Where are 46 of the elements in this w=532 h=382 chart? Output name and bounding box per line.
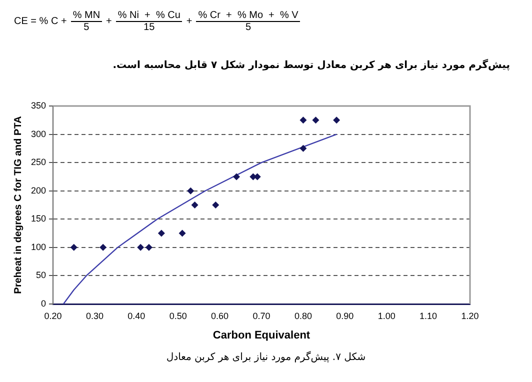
text: 5 [84, 22, 90, 33]
x-tick-label: 0.30 [86, 310, 104, 321]
text: % Ni + % Cu [116, 10, 182, 22]
y-tick-label: 350 [30, 100, 46, 110]
text: + [186, 16, 192, 27]
x-tick-label: 0.50 [169, 310, 187, 321]
x-tick-label: 0.70 [252, 310, 270, 321]
y-tick-label: 100 [30, 242, 46, 252]
text: % Cr + % Mo + % V [196, 10, 300, 22]
point [178, 230, 186, 237]
y-tick-label: 300 [30, 128, 46, 139]
x-axis-title: Carbon Equivalent [212, 329, 310, 342]
x-tick-label: 1.20 [461, 310, 479, 321]
x-tick-label: 0.40 [128, 310, 146, 321]
point [300, 116, 307, 124]
point [312, 116, 320, 124]
y-tick-label: 200 [30, 185, 46, 196]
point [145, 244, 152, 251]
text: پیش‌گرم مورد نیاز برای هر کربن معادل توسط نمودار شکل ۷ قابل محاسبه است. [112, 60, 510, 71]
y-tick-label: 0 [41, 298, 46, 308]
x-tick-label: 1.10 [420, 310, 438, 321]
x-tick-label: 0.60 [211, 310, 229, 321]
x-tick-label: 0.20 [44, 310, 62, 321]
point [191, 202, 198, 208]
point [187, 187, 194, 194]
y-axis-title: Preheat in degrees C for TIG and PTA [12, 116, 24, 294]
point [100, 244, 107, 251]
point [158, 230, 165, 237]
point [300, 144, 307, 152]
point [212, 202, 220, 208]
point [333, 116, 340, 124]
y-tick-label: 250 [30, 157, 46, 168]
x-tick-label: 1.00 [378, 310, 396, 321]
point [232, 173, 240, 180]
text: CE = % C + [14, 16, 67, 27]
text: 15 [144, 22, 155, 33]
x-tick-label: 0.80 [294, 310, 312, 321]
text: % MN [70, 10, 102, 22]
y-tick-label: 50 [36, 270, 46, 280]
point [70, 244, 78, 251]
point [137, 244, 144, 251]
text: + [106, 16, 112, 27]
y-tick-label: 150 [30, 214, 46, 224]
text: 5 [246, 22, 252, 33]
text: شکل ۷. پیش‌گرم مورد نیاز برای هر کربن معادل [166, 352, 366, 363]
x-tick-label: 0.90 [336, 310, 354, 321]
